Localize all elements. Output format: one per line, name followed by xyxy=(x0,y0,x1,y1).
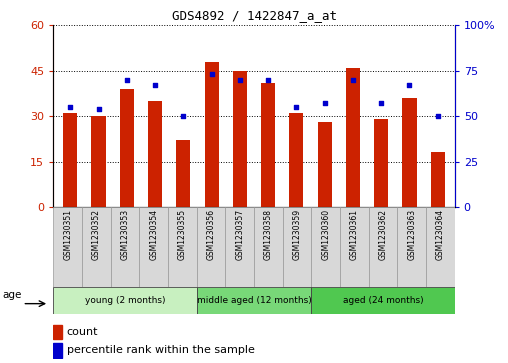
Point xyxy=(179,113,187,119)
Bar xyxy=(148,101,162,207)
Bar xyxy=(346,68,360,207)
Point xyxy=(377,101,385,106)
Bar xyxy=(397,207,426,287)
Bar xyxy=(282,207,311,287)
Text: GSM1230359: GSM1230359 xyxy=(293,209,302,260)
Text: GSM1230351: GSM1230351 xyxy=(63,209,72,260)
Bar xyxy=(426,207,455,287)
Bar xyxy=(120,89,134,207)
Point xyxy=(66,104,74,110)
Text: GSM1230358: GSM1230358 xyxy=(264,209,273,260)
Text: GSM1230357: GSM1230357 xyxy=(235,209,244,260)
Text: GSM1230364: GSM1230364 xyxy=(436,209,445,260)
Bar xyxy=(168,207,197,287)
Bar xyxy=(197,287,311,314)
Text: GSM1230363: GSM1230363 xyxy=(407,209,416,260)
Bar xyxy=(318,122,332,207)
Bar xyxy=(82,207,111,287)
Point xyxy=(151,82,159,88)
Point xyxy=(434,113,442,119)
Bar xyxy=(53,343,62,358)
Point xyxy=(264,77,272,83)
Bar xyxy=(226,207,254,287)
Point xyxy=(292,104,300,110)
Bar xyxy=(91,116,106,207)
Bar xyxy=(340,207,369,287)
Bar xyxy=(53,325,62,339)
Text: GSM1230362: GSM1230362 xyxy=(378,209,388,260)
Bar xyxy=(374,119,388,207)
Bar xyxy=(53,287,197,314)
Bar xyxy=(431,152,445,207)
Text: GSM1230354: GSM1230354 xyxy=(149,209,158,260)
Bar xyxy=(290,113,303,207)
Text: middle aged (12 months): middle aged (12 months) xyxy=(197,296,311,305)
Bar xyxy=(176,140,190,207)
Point xyxy=(94,106,103,112)
Text: GDS4892 / 1422847_a_at: GDS4892 / 1422847_a_at xyxy=(172,9,336,22)
Text: young (2 months): young (2 months) xyxy=(85,296,165,305)
Text: GSM1230361: GSM1230361 xyxy=(350,209,359,260)
Bar xyxy=(261,83,275,207)
Bar xyxy=(63,113,77,207)
Point xyxy=(349,77,357,83)
Bar xyxy=(369,207,397,287)
Bar xyxy=(311,287,455,314)
Bar xyxy=(402,98,417,207)
Text: GSM1230353: GSM1230353 xyxy=(120,209,130,260)
Point xyxy=(321,101,329,106)
Bar xyxy=(233,71,247,207)
Text: GSM1230355: GSM1230355 xyxy=(178,209,187,260)
Bar xyxy=(254,207,282,287)
Bar xyxy=(139,207,168,287)
Bar xyxy=(53,207,82,287)
Point xyxy=(208,72,216,77)
Text: percentile rank within the sample: percentile rank within the sample xyxy=(67,345,255,355)
Point xyxy=(405,82,414,88)
Text: count: count xyxy=(67,327,98,337)
Bar xyxy=(197,207,226,287)
Text: aged (24 months): aged (24 months) xyxy=(343,296,423,305)
Point xyxy=(236,77,244,83)
Text: age: age xyxy=(3,290,22,300)
Text: GSM1230352: GSM1230352 xyxy=(92,209,101,260)
Text: GSM1230356: GSM1230356 xyxy=(206,209,215,260)
Text: GSM1230360: GSM1230360 xyxy=(321,209,330,260)
Point xyxy=(123,77,131,83)
Bar xyxy=(205,62,218,207)
Bar xyxy=(111,207,139,287)
Bar xyxy=(311,207,340,287)
